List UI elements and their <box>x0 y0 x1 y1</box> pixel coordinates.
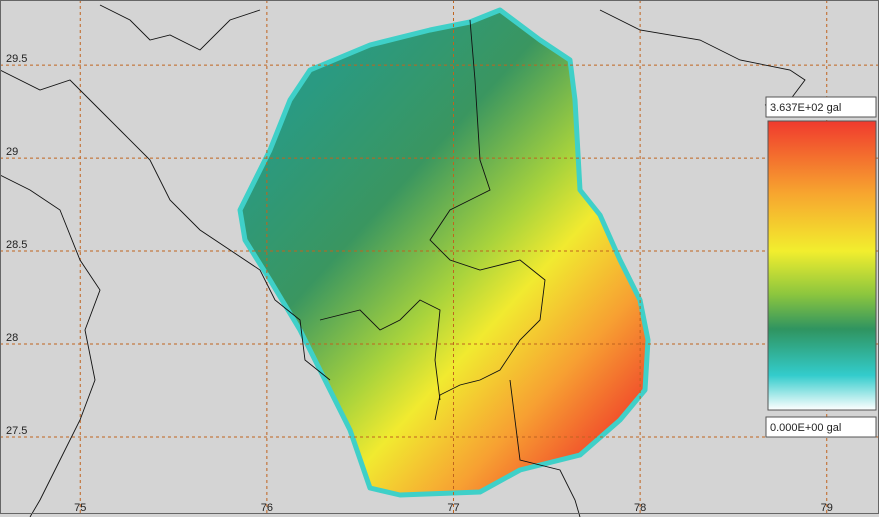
admin-boundaries <box>0 4 806 517</box>
y-tick-label: 29 <box>6 146 18 158</box>
y-tick-label: 28.5 <box>6 239 27 251</box>
x-tick-label: 76 <box>261 502 273 514</box>
ground-motion-field <box>237 7 651 498</box>
legend-min-box <box>765 416 877 438</box>
color-bar <box>767 120 877 411</box>
y-tick-label: 29.5 <box>6 53 27 65</box>
x-tick-label: 75 <box>74 502 86 514</box>
x-tick-label: 78 <box>634 502 646 514</box>
legend-max-box <box>765 96 877 118</box>
legend: 3.637E+02 gal 0.000E+00 gal <box>765 96 877 438</box>
legend-min-label: 0.000E+00 gal <box>770 422 841 434</box>
y-tick-label: 27.5 <box>6 425 27 437</box>
x-tick-label: 77 <box>447 502 459 514</box>
x-tick-label: 79 <box>821 502 833 514</box>
y-tick-label: 28 <box>6 332 18 344</box>
legend-max-label: 3.637E+02 gal <box>770 102 841 114</box>
